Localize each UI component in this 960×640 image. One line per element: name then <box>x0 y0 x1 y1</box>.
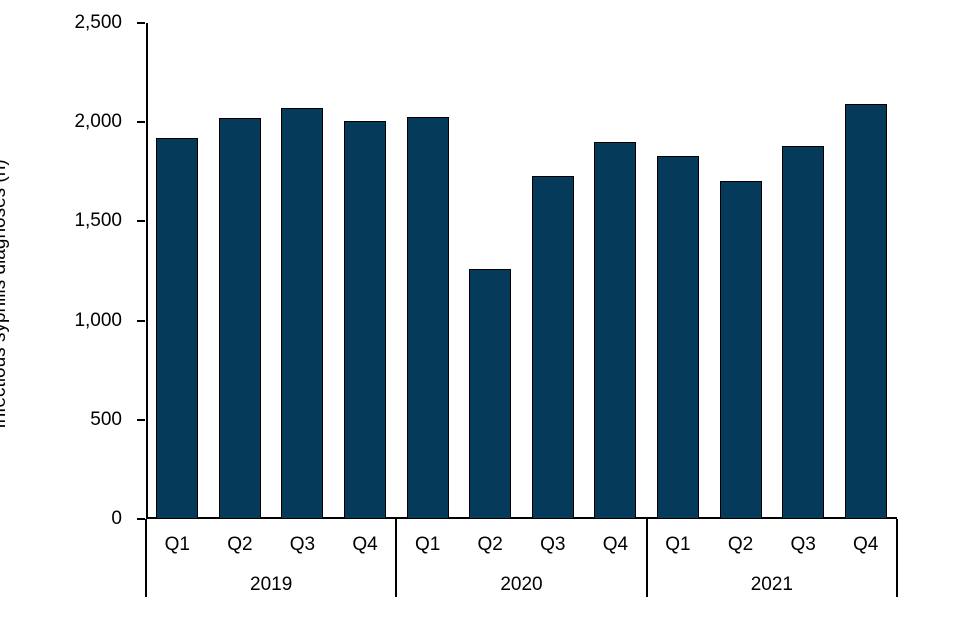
quarter-label: Q1 <box>665 534 691 555</box>
y-axis-tick-label: 500 <box>90 408 122 430</box>
quarter-label: Q1 <box>164 534 190 555</box>
y-axis-tick-label: 0 <box>111 508 122 529</box>
y-axis-tick <box>137 22 145 24</box>
bar-2021-Q1 <box>656 155 699 519</box>
year-label: 2019 <box>250 574 293 595</box>
y-axis-tick-label: 1,500 <box>74 210 122 232</box>
bar-2019-Q4 <box>344 121 387 519</box>
quarter-label: Q2 <box>477 534 503 555</box>
plot-area <box>146 23 897 519</box>
quarter-label: Q2 <box>227 534 253 555</box>
bar-2020-Q3 <box>531 175 574 519</box>
y-axis-tick <box>137 319 145 322</box>
bar-2021-Q2 <box>719 180 762 519</box>
y-axis-tick <box>137 518 145 520</box>
bar-2020-Q2 <box>469 269 512 519</box>
bar-2019-Q1 <box>156 138 199 519</box>
bar-2021-Q3 <box>782 146 825 519</box>
quarter-label: Q2 <box>727 534 754 555</box>
y-axis-tick-label: 2,500 <box>74 12 122 33</box>
quarter-label: Q3 <box>790 534 816 555</box>
year-label: 2020 <box>500 574 543 595</box>
quarter-label: Q4 <box>352 534 378 555</box>
year-separator <box>395 519 398 597</box>
quarter-label: Q1 <box>414 534 441 555</box>
quarter-label: Q4 <box>853 534 879 555</box>
year-separator <box>145 519 147 597</box>
bar-2019-Q2 <box>218 118 261 519</box>
bar-2019-Q3 <box>281 108 324 519</box>
year-separator <box>645 519 648 597</box>
y-axis-tick-label: 2,000 <box>74 111 122 133</box>
bar-2021-Q4 <box>844 104 887 519</box>
quarter-label: Q4 <box>602 534 629 555</box>
y-axis-tick <box>137 121 145 124</box>
y-axis-title-text: Infectious syphilis diagnoses (n) <box>0 159 10 429</box>
y-axis-tick <box>137 220 145 223</box>
bar-2020-Q1 <box>406 117 449 519</box>
year-separator <box>896 519 898 597</box>
quarter-label: Q3 <box>540 534 566 555</box>
year-label: 2021 <box>750 574 793 595</box>
quarter-label: Q3 <box>289 534 316 555</box>
y-axis-tick-label: 1,000 <box>74 309 122 331</box>
y-axis-tick <box>137 418 145 421</box>
bar-2020-Q4 <box>594 142 637 519</box>
